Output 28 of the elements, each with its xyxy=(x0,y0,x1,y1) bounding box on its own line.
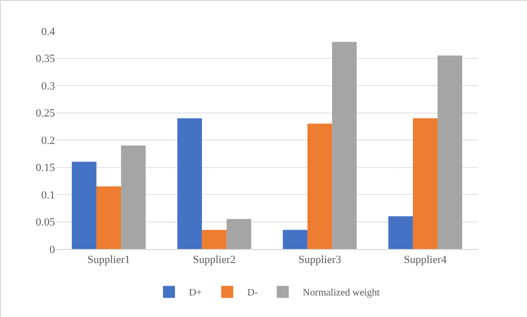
bar xyxy=(72,162,96,249)
bar xyxy=(96,186,122,249)
bar xyxy=(307,124,332,249)
y-tick-label: 0 xyxy=(50,244,56,256)
bar xyxy=(332,42,357,249)
bar xyxy=(412,118,438,249)
bar xyxy=(438,56,462,249)
legend-label: D+ xyxy=(189,288,202,299)
legend-label: Normalized weight xyxy=(302,288,380,299)
bar xyxy=(202,230,227,249)
y-tick-label: 0.35 xyxy=(36,53,56,66)
x-tick-label: Supplier2 xyxy=(192,254,236,266)
x-tick-label: Supplier4 xyxy=(404,254,448,266)
y-tick-label: 0.2 xyxy=(41,134,55,147)
legend-label: D- xyxy=(247,288,258,299)
bar xyxy=(177,118,202,249)
bar xyxy=(282,230,308,249)
y-tick-label: 0.3 xyxy=(41,80,56,92)
bar xyxy=(388,216,413,249)
x-tick-label: Supplier1 xyxy=(87,254,130,266)
x-tick-label: Supplier3 xyxy=(298,254,342,266)
bar xyxy=(226,219,252,249)
y-tick-label: 0.4 xyxy=(41,26,56,38)
y-tick-label: 0.05 xyxy=(36,216,56,229)
y-tick-label: 0.25 xyxy=(36,108,56,120)
y-tick-label: 0.1 xyxy=(41,189,55,202)
y-tick-label: 0.15 xyxy=(36,162,56,174)
bar xyxy=(121,145,146,249)
